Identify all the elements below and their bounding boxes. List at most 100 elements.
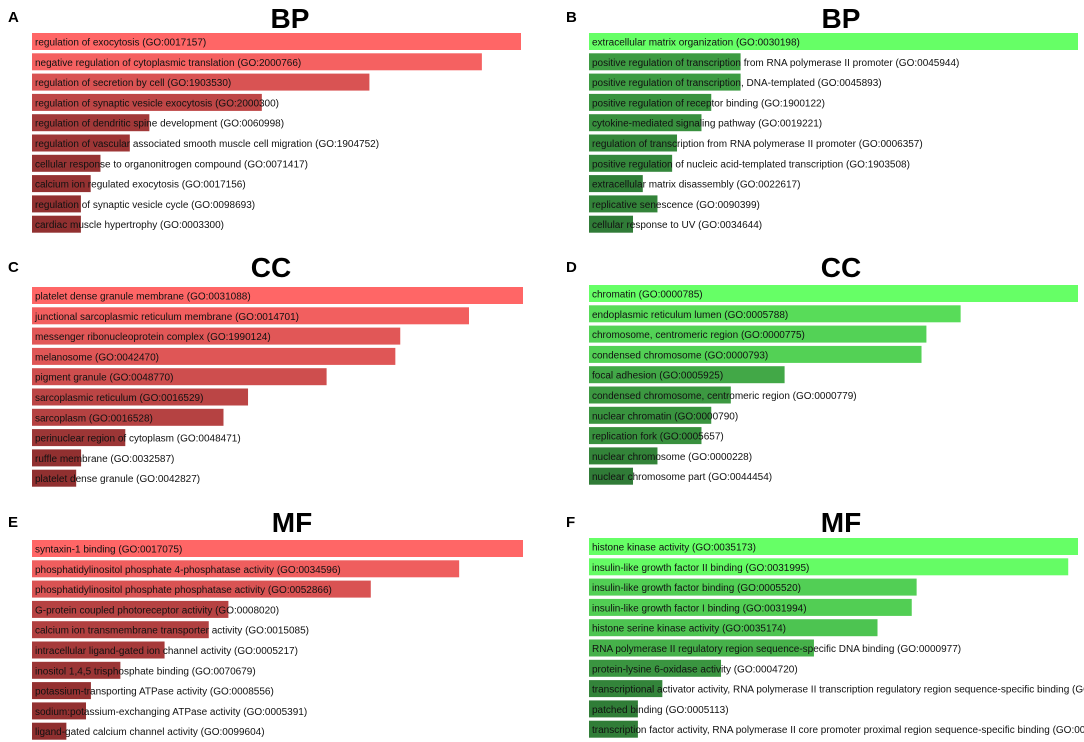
bar-label: histone serine kinase activity (GO:00351…	[592, 624, 786, 635]
bar-label: melanosome (GO:0042470)	[35, 352, 159, 363]
bar-label: chromatin (GO:0000785)	[592, 290, 703, 301]
bar	[32, 134, 130, 152]
bar-label: platelet dense granule membrane (GO:0031…	[35, 292, 251, 303]
bar-label: phosphatidylinositol phosphate 4-phospha…	[35, 565, 341, 576]
panel-b: B BP extracellular matrix organization (GO…	[566, 3, 1078, 233]
bar-label: phosphatidylinositol phosphate phosphata…	[35, 585, 332, 596]
bar-label: regulation of vascular associated smooth…	[35, 139, 379, 150]
bar	[32, 600, 229, 618]
bar-label: negative regulation of cytoplasmic trans…	[35, 58, 301, 69]
bar	[32, 307, 469, 325]
bar	[32, 368, 327, 386]
bar	[32, 33, 521, 50]
bar	[589, 639, 814, 657]
bar-label: intracellular ligand-gated ion channel a…	[35, 646, 298, 657]
bar-label: condensed chromosome, centromeric region…	[592, 391, 857, 402]
bar-label: calcium ion transmembrane transporter ac…	[35, 626, 309, 637]
bar	[32, 540, 523, 557]
bar-label: transcription factor activity, RNA polym…	[592, 725, 1084, 736]
panel-f: F MF histone kinase activity (GO:0035173) i…	[566, 507, 1084, 738]
bar	[32, 722, 67, 740]
bar	[32, 195, 81, 213]
panel-letter: B	[566, 9, 577, 26]
bar	[32, 469, 77, 487]
bar-label: protein-lysine 6-oxidase activity (GO:00…	[592, 664, 798, 675]
bar-label: extracellular matrix organization (GO:00…	[592, 38, 800, 49]
bar-label: patched binding (GO:0005113)	[592, 705, 729, 716]
bar-label: nuclear chromosome (GO:0000228)	[592, 452, 752, 463]
bar	[32, 661, 121, 679]
bar	[589, 33, 1078, 50]
bar	[589, 366, 785, 384]
bar	[32, 73, 370, 91]
bar	[32, 449, 82, 467]
bar	[32, 93, 262, 111]
bar-label: sarcoplasm (GO:0016528)	[35, 413, 153, 424]
bar-label: chromosome, centromeric region (GO:00007…	[592, 330, 805, 341]
panel-e: E MF syntaxin-1 binding (GO:0017075) phosph…	[8, 507, 523, 740]
bar	[32, 682, 91, 700]
bar-label: syntaxin-1 binding (GO:0017075)	[35, 545, 182, 556]
bar	[589, 619, 878, 637]
panel-title: BP	[822, 3, 861, 34]
bar	[589, 700, 638, 718]
bar	[589, 285, 1078, 302]
bar-label: cellular response to UV (GO:0034644)	[592, 220, 762, 231]
bar-label: G-protein coupled photoreceptor activity…	[35, 605, 279, 616]
bar	[589, 467, 634, 485]
bar-label: inositol 1,4,5 trisphosphate binding (GO…	[35, 666, 256, 677]
panel-a: A BP regulation of exocytosis (GO:0017157)…	[8, 3, 521, 233]
bar-label: messenger ribonucleoprotein complex (GO:…	[35, 332, 271, 343]
bar	[32, 53, 482, 71]
bar	[32, 114, 150, 132]
bar	[589, 305, 961, 323]
bar	[32, 621, 209, 639]
bar	[32, 327, 401, 345]
bar	[589, 659, 722, 677]
bar	[32, 154, 101, 172]
bar-label: regulation of exocytosis (GO:0017157)	[35, 38, 206, 49]
bar	[589, 538, 1078, 555]
bar-label: platelet dense granule (GO:0042827)	[35, 474, 200, 485]
bar	[589, 325, 927, 343]
bar	[32, 388, 249, 406]
bar	[32, 347, 396, 365]
bar-label: regulation of dendritic spine developmen…	[35, 119, 284, 130]
panel-title: MF	[272, 507, 312, 538]
bar-label: perinuclear region of cytoplasm (GO:0048…	[35, 434, 241, 445]
bar	[32, 560, 460, 578]
bar	[589, 680, 663, 698]
panel-title: CC	[821, 252, 861, 283]
panel-title: CC	[251, 252, 291, 283]
bar	[32, 408, 224, 426]
bar-label: insulin-like growth factor binding (GO:0…	[592, 583, 801, 594]
bar	[32, 580, 371, 598]
bar-label: cardiac muscle hypertrophy (GO:0003300)	[35, 220, 224, 231]
bar	[32, 215, 81, 233]
bar-label: positive regulation of transcription fro…	[592, 58, 959, 69]
bar-label: replication fork (GO:0005657)	[592, 432, 724, 443]
panel-title: BP	[271, 3, 310, 34]
bar	[589, 114, 702, 132]
bar	[589, 578, 917, 596]
panel-letter: A	[8, 9, 19, 26]
bar	[32, 429, 126, 447]
bar	[589, 720, 638, 738]
bar	[589, 175, 643, 193]
bar-label: extracellular matrix disassembly (GO:002…	[592, 180, 800, 191]
bar-label: cellular response to organonitrogen comp…	[35, 159, 308, 170]
bar-label: potassium-transporting ATPase activity (…	[35, 687, 274, 698]
bar-label: RNA polymerase II regulatory region sequ…	[592, 644, 961, 655]
bar-label: focal adhesion (GO:0005925)	[592, 371, 723, 382]
bar-label: junctional sarcoplasmic reticulum membra…	[34, 312, 299, 323]
bar	[32, 287, 523, 304]
bar-label: cytokine-mediated signaling pathway (GO:…	[592, 119, 822, 130]
bar	[589, 73, 741, 91]
bar-label: insulin-like growth factor I binding (GO…	[592, 603, 807, 614]
bar-label: histone kinase activity (GO:0035173)	[592, 543, 756, 554]
bar	[589, 154, 673, 172]
bar-label: nuclear chromosome part (GO:0044454)	[592, 472, 772, 483]
bar-label: regulation of transcription from RNA pol…	[592, 139, 923, 150]
